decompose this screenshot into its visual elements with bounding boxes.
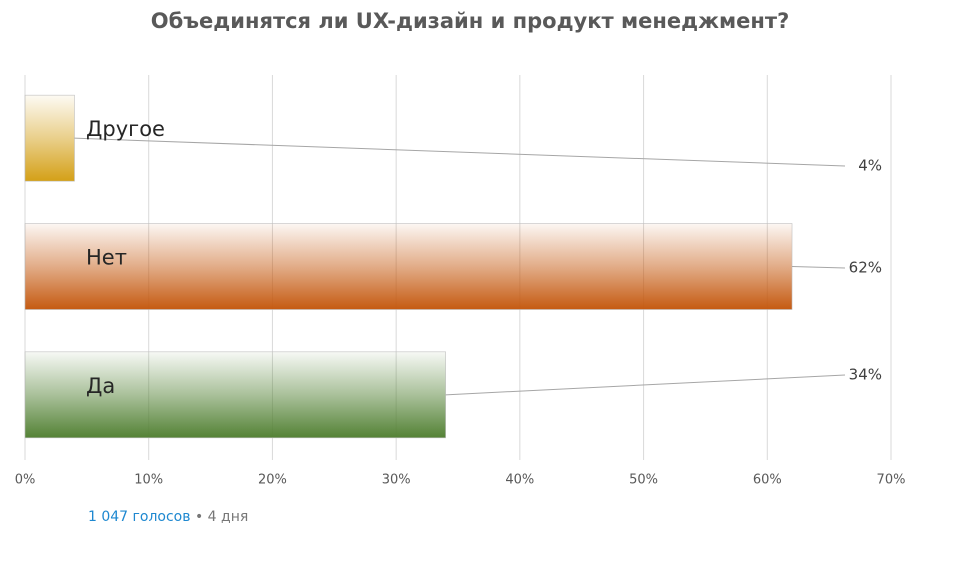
x-tick-label: 50% [629, 473, 658, 488]
age: 4 дня [207, 509, 249, 525]
separator: • [194, 509, 204, 525]
x-tick-label: 30% [382, 473, 411, 488]
bar [24, 351, 446, 439]
footer: 1 047 голосов • 4 дня [88, 509, 248, 525]
value-label: 62% [849, 259, 882, 277]
x-tick-label: 0% [15, 473, 36, 488]
bar [24, 223, 793, 310]
value-label: 34% [849, 366, 882, 384]
x-tick-label: 20% [258, 473, 287, 488]
category-label: Нет [86, 246, 127, 270]
chart-title: Объединятся ли UX-дизайн и продукт менед… [151, 9, 790, 33]
x-tick-label: 60% [753, 473, 782, 488]
x-tick-label: 10% [134, 473, 163, 488]
category-label: Другое [86, 117, 165, 141]
x-tick-label: 40% [505, 473, 534, 488]
leader-line [74, 137, 846, 167]
x-tick-label: 70% [877, 473, 906, 488]
category-label: Да [86, 374, 115, 398]
leader-line [445, 374, 846, 396]
vote-count[interactable]: 1 047 голосов [88, 509, 191, 525]
bar [24, 94, 75, 182]
leader-line [792, 266, 846, 269]
value-label: 4% [858, 157, 882, 175]
